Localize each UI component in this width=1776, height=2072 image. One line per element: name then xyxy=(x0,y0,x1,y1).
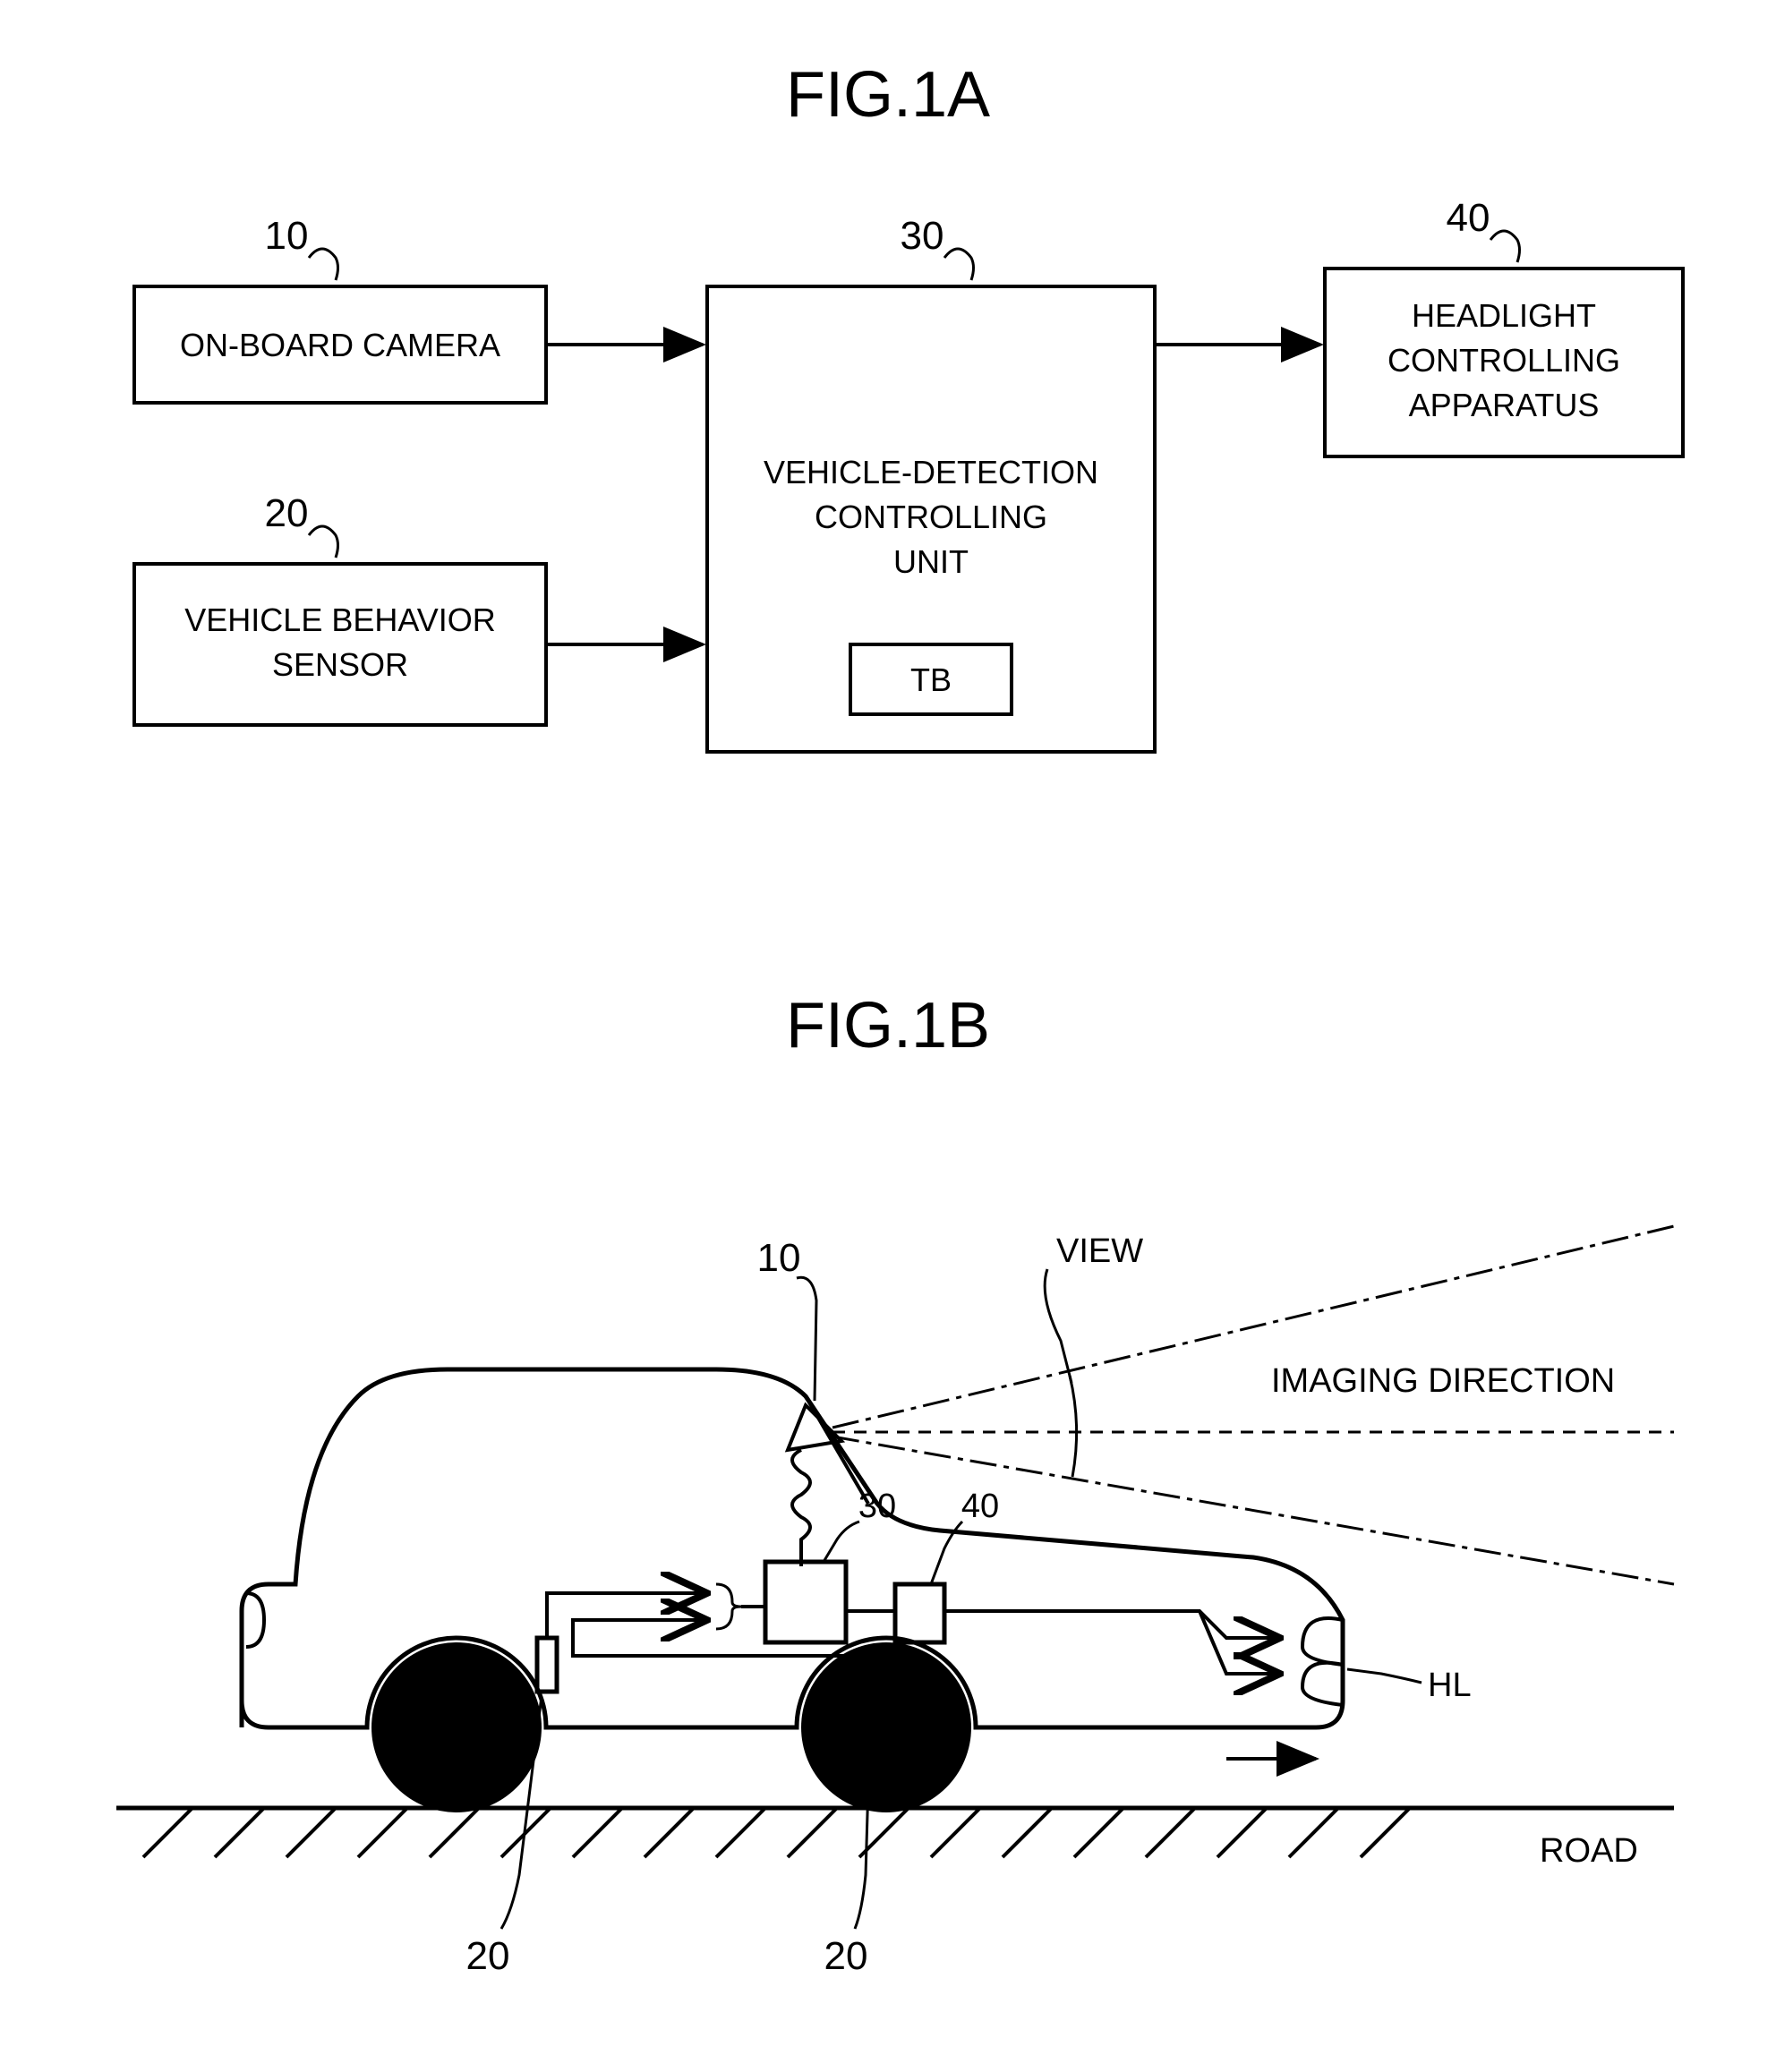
control-tb: TB xyxy=(910,661,952,698)
svg-text:10: 10 xyxy=(757,1236,801,1280)
svg-text:30: 30 xyxy=(858,1488,896,1525)
fig1b-title: FIG.1B xyxy=(786,990,990,1062)
headlight-label-2: CONTROLLING xyxy=(1388,342,1620,379)
control-label-3: UNIT xyxy=(893,543,969,580)
imaging-label: IMAGING DIRECTION xyxy=(1271,1362,1615,1400)
view-label: VIEW xyxy=(1045,1232,1143,1383)
control-label-1: VEHICLE-DETECTION xyxy=(764,454,1098,490)
headlight-label-3: APPARATUS xyxy=(1409,387,1600,423)
diagram-svg: FIG.1A ON-BOARD CAMERA 10 VEHICLE BEHAVI… xyxy=(0,0,1776,2072)
ref-30: 30 xyxy=(824,1488,896,1562)
sensor-label-1: VEHICLE BEHAVIOR xyxy=(184,601,495,638)
page: FIG.1A ON-BOARD CAMERA 10 VEHICLE BEHAVI… xyxy=(0,0,1776,2072)
road-label: ROAD xyxy=(1540,1832,1638,1870)
camera-block: ON-BOARD CAMERA 10 xyxy=(134,214,546,403)
control-block: VEHICLE-DETECTION CONTROLLING UNIT TB 30 xyxy=(707,214,1155,752)
svg-text:20: 20 xyxy=(466,1934,510,1978)
wheel-rear xyxy=(371,1642,542,1812)
sensor-block: VEHICLE BEHAVIOR SENSOR 20 xyxy=(134,491,546,725)
camera-wire xyxy=(792,1450,810,1566)
road: ROAD xyxy=(116,1808,1674,1870)
wheel-front xyxy=(801,1642,971,1812)
camera-ref: 10 xyxy=(265,214,309,258)
svg-text:VIEW: VIEW xyxy=(1056,1232,1143,1270)
headlight-block: HEADLIGHT CONTROLLING APPARATUS 40 xyxy=(1325,196,1683,456)
control-ref: 30 xyxy=(901,214,944,258)
control-unit-box xyxy=(765,1562,846,1642)
control-label-2: CONTROLLING xyxy=(815,499,1047,535)
fig1a-title: FIG.1A xyxy=(786,59,990,131)
svg-text:40: 40 xyxy=(961,1488,999,1525)
headlight-label-1: HEADLIGHT xyxy=(1412,297,1596,334)
headlight-control-box xyxy=(895,1584,944,1642)
camera-label: ON-BOARD CAMERA xyxy=(180,327,500,363)
sensor-ref: 20 xyxy=(265,491,309,535)
headlight-ref: 40 xyxy=(1447,196,1490,240)
sensor-label-2: SENSOR xyxy=(272,646,408,683)
sensor-rear xyxy=(537,1638,557,1692)
hl-label: HL xyxy=(1347,1667,1472,1704)
svg-text:HL: HL xyxy=(1428,1667,1472,1704)
svg-text:20: 20 xyxy=(824,1934,868,1978)
